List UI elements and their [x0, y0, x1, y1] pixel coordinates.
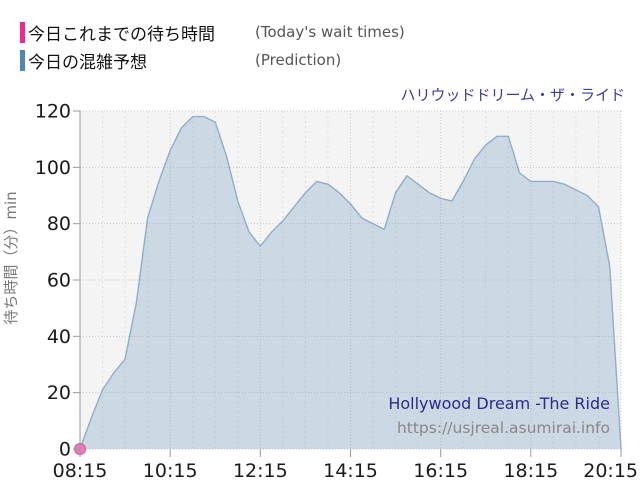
plot-series-layer	[74, 115, 622, 455]
x-tick-label: 12:15	[233, 460, 288, 482]
legend-label-today: 今日これまでの待ち時間	[28, 24, 215, 45]
x-tick-label: 14:15	[323, 460, 378, 482]
y-axis-title: 待ち時間（分）min	[2, 191, 20, 324]
watermark-url: https://usjreal.asumirai.info	[397, 419, 610, 437]
plot-axes-layer: 0 20 40 60 80 100 120 08:15 10:15 12:15 14:15 16:15…	[35, 101, 638, 483]
legend-label-prediction-en: (Prediction)	[255, 51, 342, 69]
plot-grid-layer	[80, 110, 622, 450]
y-tick-label: 120	[35, 101, 71, 123]
x-tick-label: 20:15	[583, 460, 638, 482]
x-tick-label: 08:15	[53, 460, 108, 482]
y-tick-label: 0	[59, 439, 71, 461]
prediction-line	[79, 115, 622, 450]
x-tick-label: 18:15	[503, 460, 558, 482]
y-tick-label: 40	[47, 326, 71, 348]
watermark-ride-name: Hollywood Dream -The Ride	[388, 394, 610, 413]
legend-item-today: 今日これまでの待ち時間 (Today's wait times)	[20, 18, 405, 46]
legend-label-prediction: 今日の混雑予想	[28, 52, 147, 73]
x-tick-label: 10:15	[143, 460, 198, 482]
legend-item-prediction: 今日の混雑予想 (Prediction)	[20, 46, 405, 74]
y-tick-label: 60	[47, 270, 71, 292]
legend-label-today-en: (Today's wait times)	[255, 23, 405, 41]
y-tick-label: 20	[47, 382, 71, 404]
legend-swatch-today-icon	[20, 21, 25, 43]
legend-swatch-prediction-icon	[20, 49, 25, 71]
y-tick-label: 100	[35, 157, 71, 179]
chart-title: ハリウッドドリーム・ザ・ライド	[400, 86, 625, 104]
y-tick-label: 80	[47, 213, 71, 235]
prediction-area	[80, 116, 621, 449]
x-tick-label: 16:15	[413, 460, 468, 482]
chart-legend: 今日これまでの待ち時間 (Today's wait times) 今日の混雑予想…	[20, 18, 405, 74]
